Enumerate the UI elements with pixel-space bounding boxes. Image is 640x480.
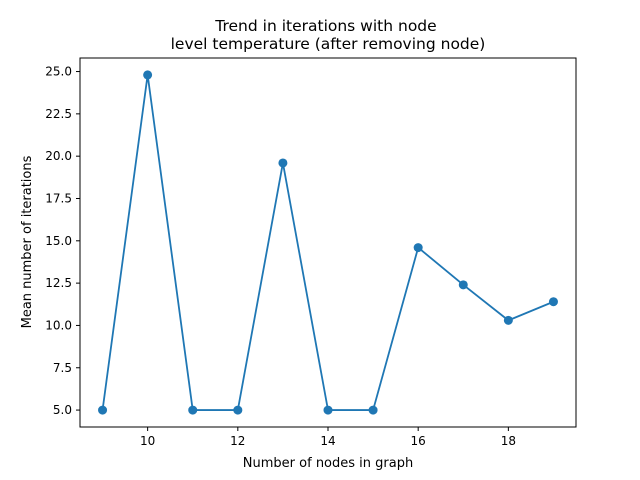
y-tick-label: 25.0 bbox=[45, 65, 72, 79]
data-point bbox=[188, 405, 198, 415]
y-tick-label: 20.0 bbox=[45, 149, 72, 163]
x-tick-label: 18 bbox=[501, 434, 516, 448]
data-point bbox=[413, 243, 423, 253]
y-tick-label: 7.5 bbox=[53, 361, 72, 375]
x-tick-label: 16 bbox=[411, 434, 426, 448]
data-point bbox=[143, 70, 153, 80]
data-point bbox=[548, 297, 558, 307]
data-point bbox=[323, 405, 333, 415]
y-tick-label: 12.5 bbox=[45, 276, 72, 290]
x-axis-label: Number of nodes in graph bbox=[243, 456, 413, 471]
data-point bbox=[98, 405, 108, 415]
x-tick-label: 14 bbox=[320, 434, 335, 448]
series-layer bbox=[98, 70, 558, 415]
data-point bbox=[233, 405, 243, 415]
y-axis-label: Mean number of iterations bbox=[20, 155, 35, 328]
chart-title-line-1: Trend in iterations with node bbox=[214, 17, 436, 35]
x-tick-label: 10 bbox=[140, 434, 155, 448]
x-tick-label: 12 bbox=[230, 434, 245, 448]
y-tick-label: 5.0 bbox=[53, 403, 72, 417]
x-axis-ticks: 10 12 14 16 18 bbox=[140, 427, 516, 448]
series-line bbox=[101, 74, 554, 411]
data-point bbox=[368, 405, 378, 415]
y-tick-label: 10.0 bbox=[45, 318, 72, 332]
data-point bbox=[503, 315, 513, 325]
data-point bbox=[458, 280, 468, 290]
y-tick-label: 17.5 bbox=[45, 191, 72, 205]
chart-title-line-2: level temperature (after removing node) bbox=[171, 35, 486, 53]
y-tick-label: 22.5 bbox=[45, 107, 72, 121]
plot-area-frame bbox=[79, 57, 577, 428]
y-tick-label: 15.0 bbox=[45, 234, 72, 248]
data-point bbox=[278, 158, 288, 168]
y-axis-ticks: 5.0 7.5 10.0 12.5 15.0 17.5 20.0 22.5 25.0 bbox=[45, 65, 80, 417]
